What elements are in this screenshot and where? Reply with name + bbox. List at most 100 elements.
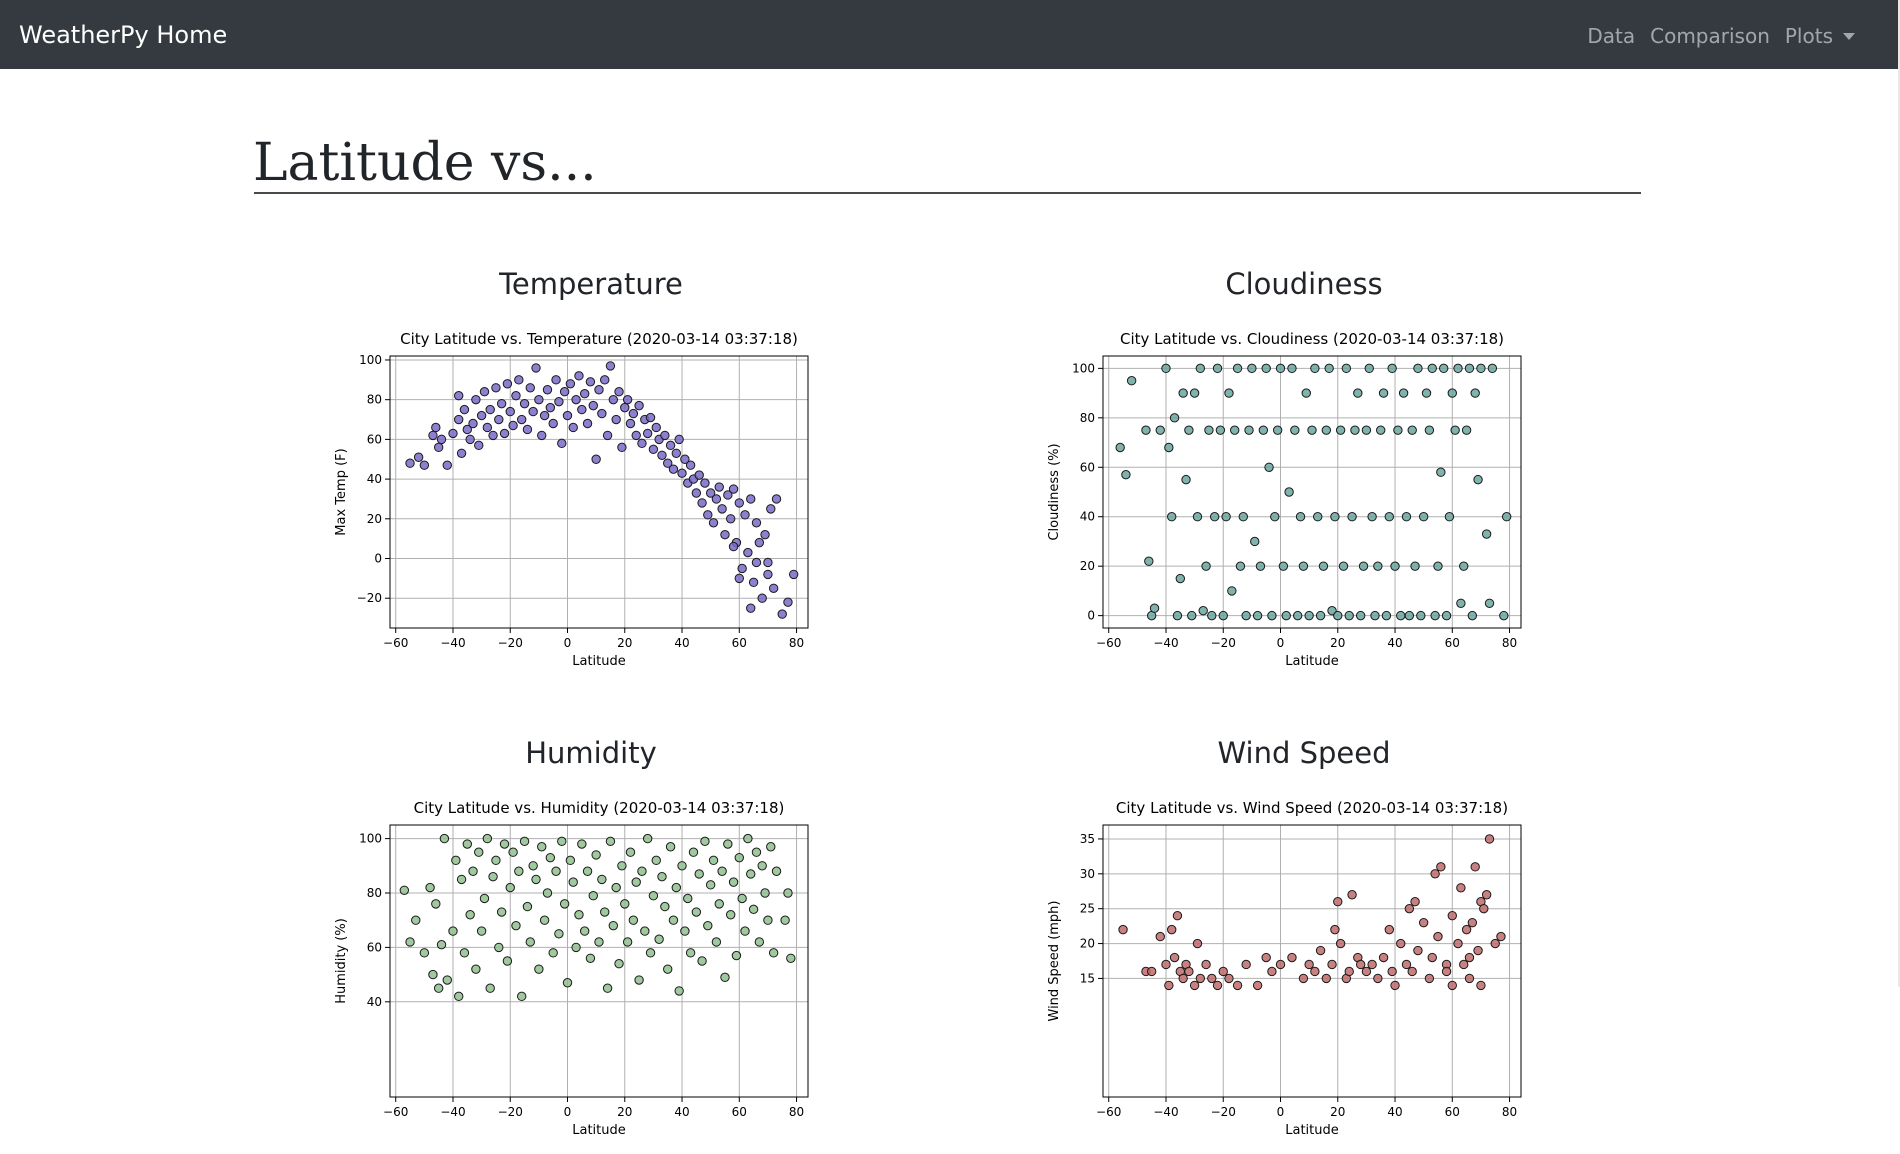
cloudiness-data-point [1361, 425, 1372, 435]
nav-dropdown-plots[interactable]: Plots [1785, 22, 1855, 50]
humidity-data-point [545, 852, 556, 863]
humidity-data-point [476, 926, 487, 936]
cloudiness-data-point [1321, 425, 1332, 435]
cloudiness-data-point [1164, 442, 1174, 453]
nav-link-comparison[interactable]: Comparison [1650, 24, 1770, 48]
humidity-data-point [783, 888, 793, 898]
temperature-data-point [528, 406, 538, 417]
cloudiness-x-tick-label: 60 [1445, 636, 1460, 650]
temperature-data-point [462, 424, 473, 435]
cloudiness-data-point [1378, 388, 1389, 398]
humidity-y-tick-label: 80 [367, 886, 382, 900]
cloudiness-data-point [1252, 610, 1263, 621]
temperature-x-tick-label: 0 [564, 636, 572, 650]
temperature-data-point [771, 494, 782, 504]
cloudiness-data-point [1473, 474, 1483, 485]
humidity-data-point [708, 855, 719, 866]
cloudiness-data-point [1244, 425, 1254, 435]
humidity-data-point [562, 978, 573, 988]
wind-speed-y-tick-label: 35 [1080, 832, 1095, 846]
temperature-data-point [691, 488, 702, 498]
wind-speed-x-tick-label: −60 [1096, 1105, 1121, 1119]
humidity-data-point [620, 899, 630, 909]
temperature-data-point [620, 402, 630, 413]
humidity-data-point [516, 991, 527, 1002]
wind-speed-data-point [1164, 980, 1174, 991]
nav-link-data[interactable]: Data [1587, 24, 1636, 48]
cloudiness-data-point [1198, 605, 1208, 616]
temperature-x-tick-label: −60 [383, 636, 408, 650]
humidity-data-point [488, 871, 498, 882]
wind-speed-data-point [1464, 952, 1475, 963]
cloudiness-data-point [1224, 388, 1234, 398]
cloudiness-data-point [1318, 561, 1329, 571]
temperature-chart-title: City Latitude vs. Temperature (2020-03-1… [400, 330, 798, 348]
humidity-data-point [746, 869, 756, 879]
cloudiness-data-point [1295, 512, 1306, 522]
wind-speed-data-point [1404, 903, 1415, 914]
humidity-data-point [594, 937, 604, 947]
cloudiness-data-point [1436, 467, 1446, 477]
humidity-data-point [542, 888, 553, 898]
humidity-data-point [456, 874, 467, 885]
humidity-y-tick-label: 40 [367, 995, 382, 1009]
temperature-data-point [600, 375, 610, 385]
temperature-scatter-plot[interactable]: City Latitude vs. Temperature (2020-03-1… [330, 325, 830, 685]
humidity-data-point [625, 847, 636, 857]
cloudiness-data-point [1264, 462, 1274, 472]
temperature-data-point [419, 460, 430, 470]
humidity-data-point [614, 959, 624, 969]
humidity-data-point [602, 983, 613, 993]
temperature-data-point [760, 529, 770, 540]
cloudiness-data-point [1421, 388, 1432, 398]
brand-link[interactable]: WeatherPy Home [19, 21, 228, 49]
temperature-data-point [763, 557, 773, 568]
cloudiness-data-point [1370, 610, 1380, 621]
cloudiness-data-point [1261, 363, 1271, 374]
temperature-data-point [648, 444, 659, 455]
wind-speed-data-point [1481, 890, 1492, 900]
cloudiness-data-point [1195, 363, 1206, 374]
cloudiness-data-point [1501, 512, 1512, 522]
humidity-x-axis-label: Latitude [572, 1123, 626, 1138]
wind-speed-data-point [1479, 903, 1489, 914]
humidity-data-point [768, 948, 779, 958]
wind-speed-data-point [1118, 924, 1128, 935]
wind-speed-data-point [1252, 980, 1263, 991]
wind-speed-scatter-plot[interactable]: City Latitude vs. Wind Speed (2020-03-14… [1043, 794, 1543, 1154]
humidity-data-point [411, 915, 421, 925]
humidity-data-point [525, 937, 535, 947]
temperature-data-point [700, 478, 710, 488]
humidity-data-point [637, 866, 647, 876]
temperature-y-tick-label: 40 [367, 472, 382, 486]
humidity-data-point [697, 956, 707, 966]
temperature-data-point [614, 387, 624, 397]
cloudiness-scatter-plot[interactable]: City Latitude vs. Cloudiness (2020-03-14… [1043, 325, 1543, 685]
humidity-data-point [451, 855, 461, 866]
cloudiness-y-tick-label: 20 [1080, 559, 1095, 573]
cloudiness-data-point [1358, 561, 1369, 571]
humidity-scatter-plot[interactable]: City Latitude vs. Humidity (2020-03-14 0… [330, 794, 830, 1154]
wind-speed-data-point [1433, 931, 1443, 942]
wind-speed-y-tick-label: 25 [1080, 902, 1095, 916]
humidity-data-point [557, 836, 567, 847]
wind-speed-data-point [1456, 883, 1466, 893]
humidity-data-point [786, 953, 796, 963]
wind-speed-x-tick-label: 40 [1387, 1105, 1402, 1119]
humidity-x-tick-label: −20 [498, 1105, 523, 1119]
temperature-data-point [413, 452, 424, 462]
wind-speed-data-point [1315, 945, 1326, 956]
cloudiness-data-point [1396, 610, 1406, 621]
cloudiness-data-point [1229, 425, 1240, 435]
cloudiness-data-point [1447, 388, 1457, 398]
temperature-data-point [485, 404, 495, 415]
cloudiness-data-point [1416, 610, 1426, 621]
wind-speed-data-point [1390, 980, 1400, 991]
wind-speed-data-point [1224, 973, 1234, 984]
cloudiness-data-point [1155, 425, 1165, 435]
wind-speed-data-point [1327, 959, 1337, 970]
navbar: WeatherPy Home Data Comparison Plots [0, 0, 1898, 69]
cloudiness-x-tick-label: 20 [1330, 636, 1345, 650]
humidity-data-point [551, 866, 561, 876]
wind-speed-data-point [1447, 980, 1457, 991]
